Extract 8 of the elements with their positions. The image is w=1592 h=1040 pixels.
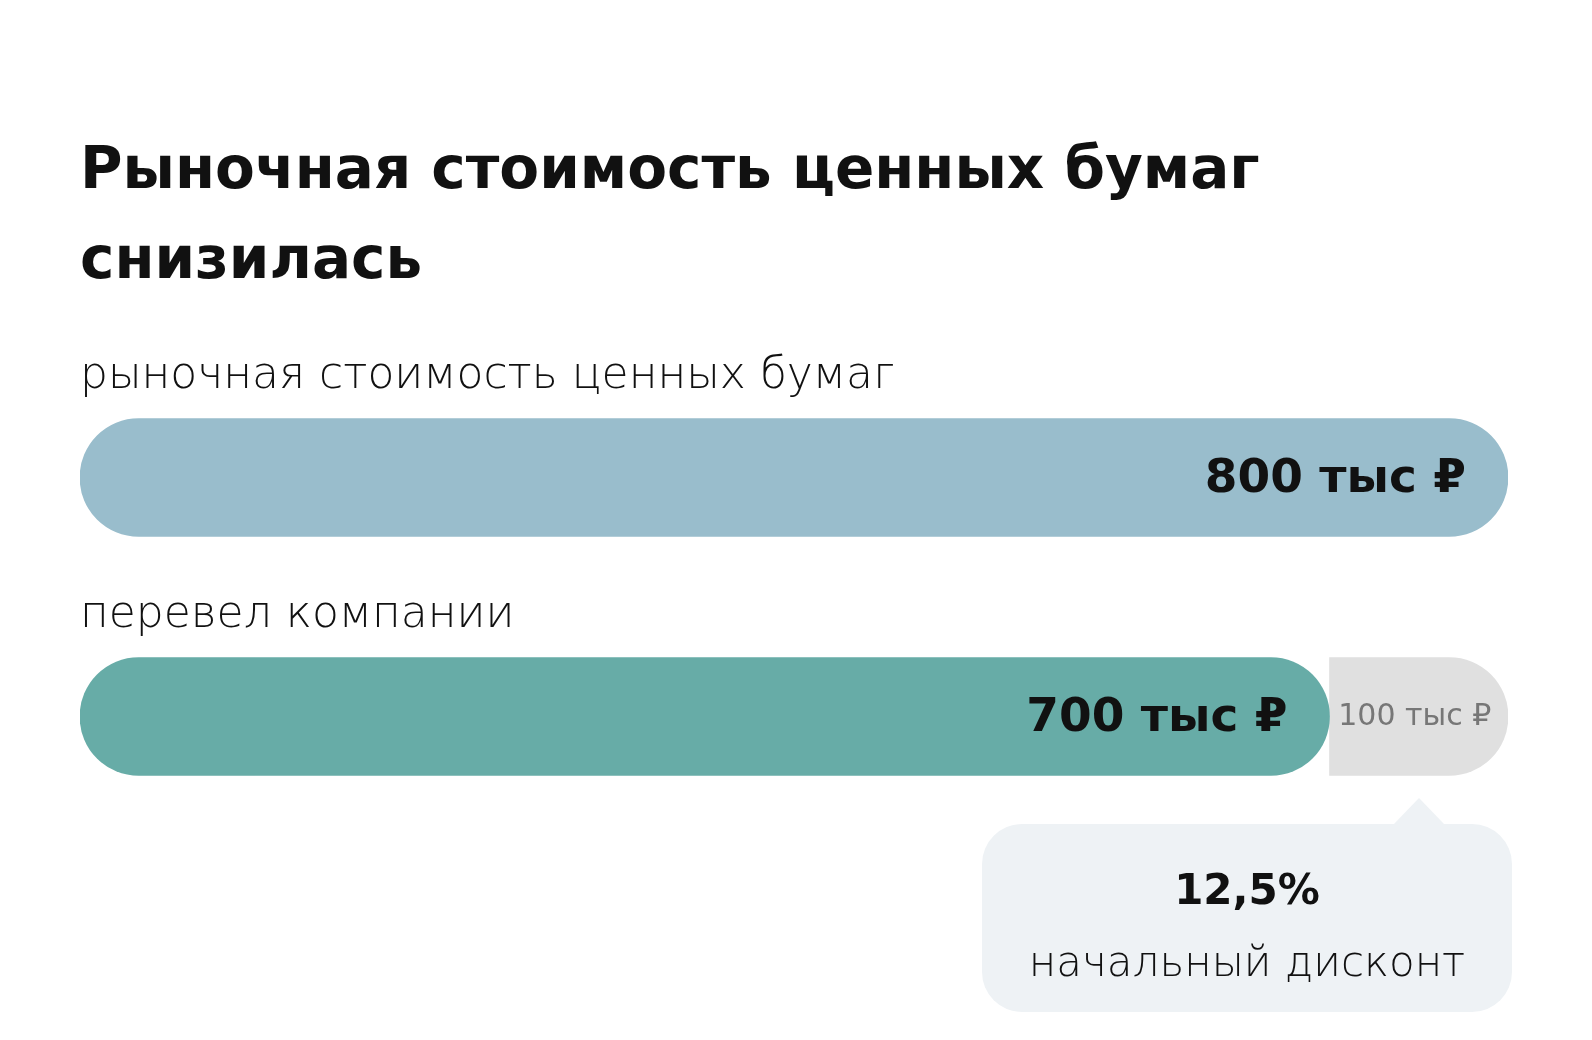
text: начальный дисконт: [1028, 937, 1466, 986]
chart-title: Рыночная стоимость ценных бумаг снизилась: [80, 133, 1261, 294]
y-tick-label: перевел компании: [80, 585, 515, 637]
text: 12,5%: [1174, 865, 1320, 914]
y-tick-label: рыночная стоимость ценных бумаг: [80, 346, 895, 398]
data-label: 800 тыс ₽: [1204, 447, 1466, 503]
data-label: 700 тыс ₽: [1026, 686, 1288, 742]
data-label: 100 тыс ₽: [1338, 697, 1492, 733]
